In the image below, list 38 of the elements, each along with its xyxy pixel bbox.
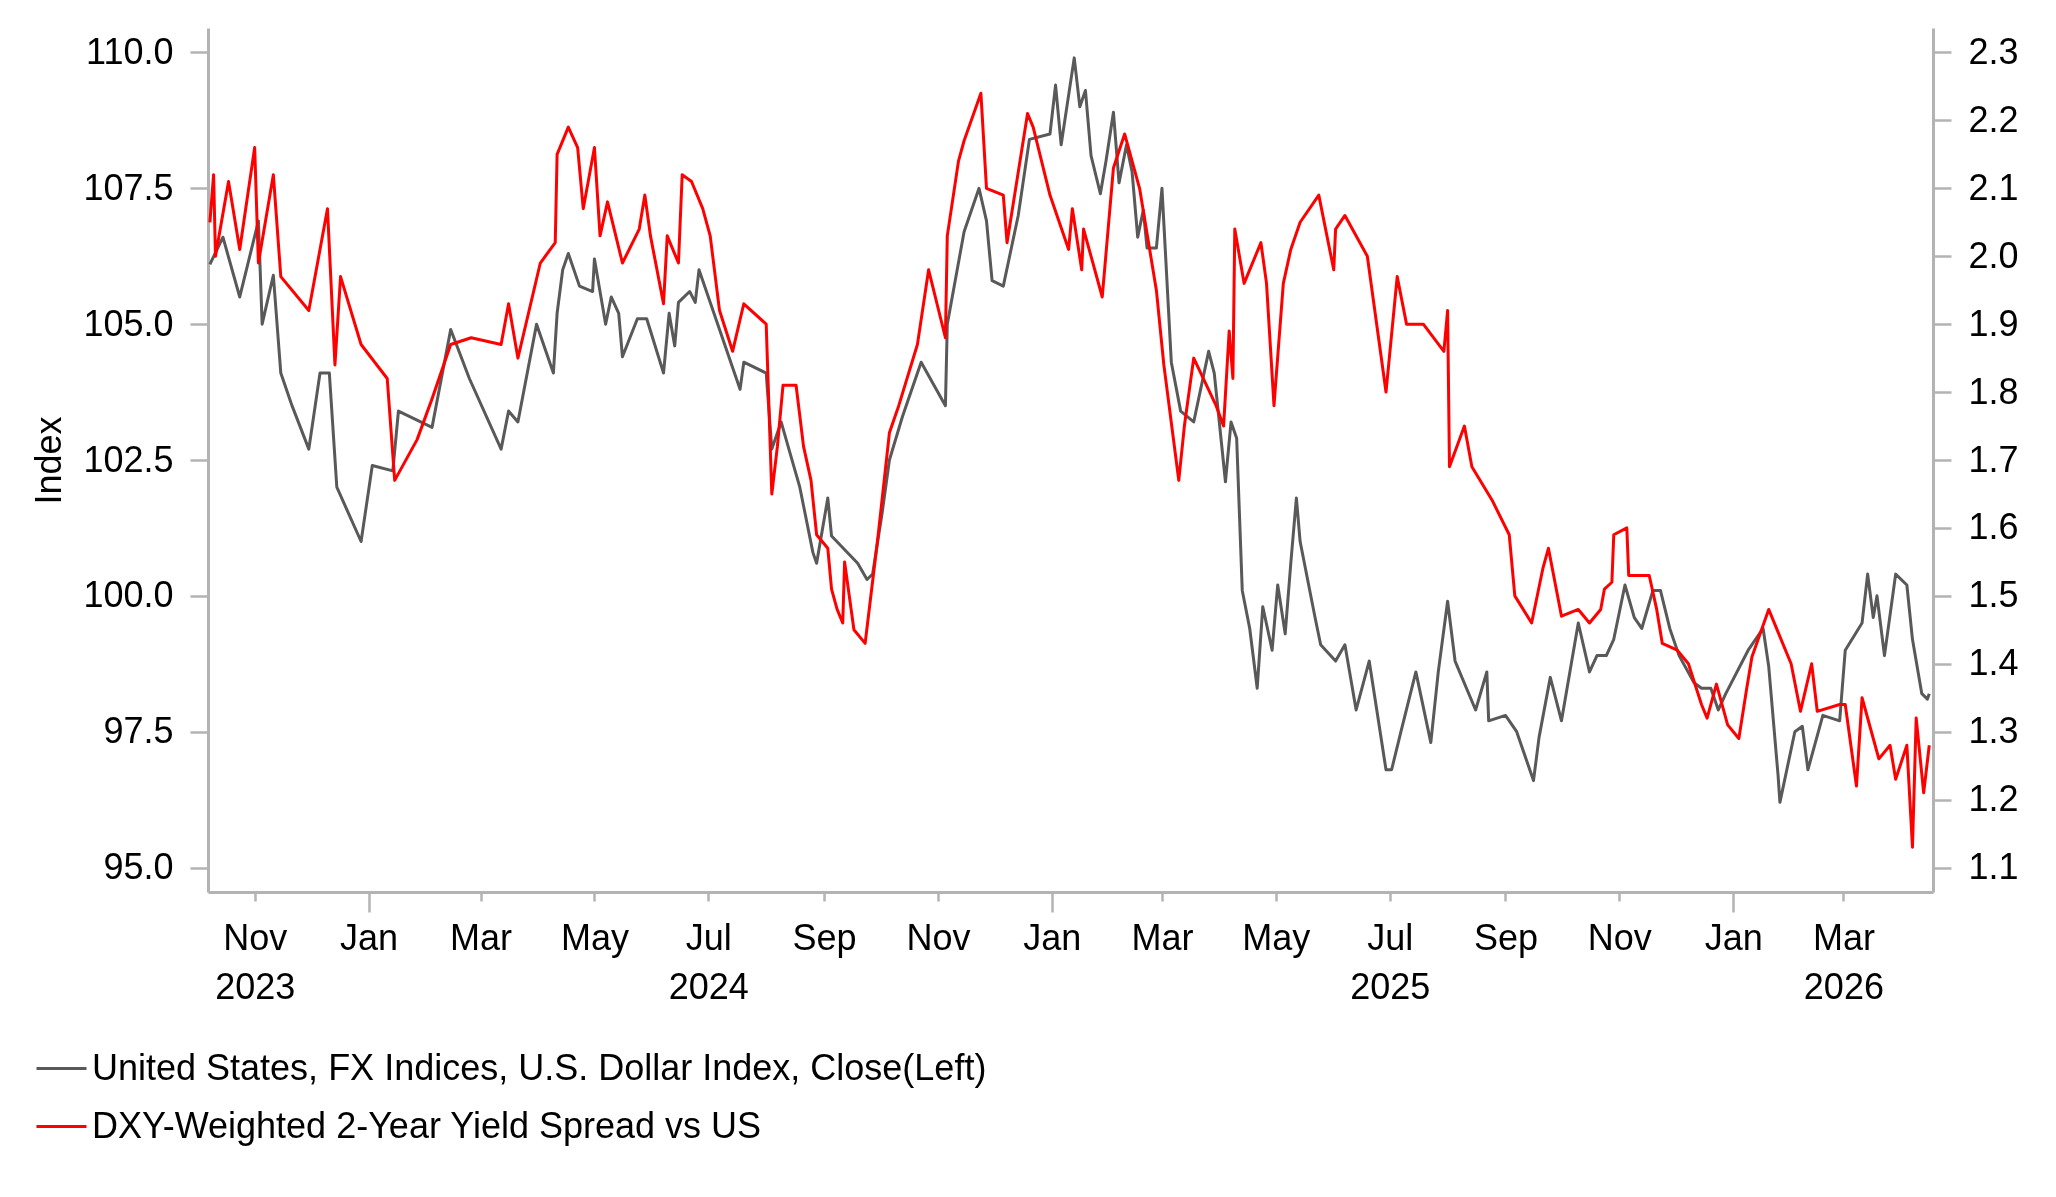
legend-label: United States, FX Indices, U.S. Dollar Index, Close(Left)	[92, 1046, 987, 1088]
legend-label: DXY-Weighted 2-Year Yield Spread vs US	[92, 1104, 762, 1146]
y2-tick-label: 2.3	[1968, 30, 2019, 72]
y-tick-label: 100.0	[83, 574, 174, 616]
x-tick-label: Mar	[1131, 916, 1194, 958]
y2-tick-label: 1.3	[1968, 710, 2019, 752]
y2-tick-label: 1.7	[1968, 438, 2019, 480]
x-tick-label: Mar 2026	[1803, 916, 1884, 1007]
y-tick-label: 105.0	[83, 302, 174, 344]
x-tick-label: Jan	[1023, 916, 1082, 958]
y-axis-title: Index	[28, 416, 70, 505]
x-tick-label: Mar	[450, 916, 513, 958]
x-tick-label: Jan	[1704, 916, 1763, 958]
x-tick-label: Sep	[792, 916, 857, 958]
y2-tick-label: 1.1	[1968, 846, 2019, 888]
y-tick-label: 110.0	[86, 30, 174, 72]
x-tick-label: Nov	[906, 916, 971, 958]
y2-tick-label: 1.6	[1968, 506, 2019, 548]
x-tick-label: Sep	[1473, 916, 1539, 958]
y-tick-label: 95.0	[103, 846, 174, 888]
y-tick-label: 97.5	[103, 710, 174, 752]
y2-tick-label: 1.8	[1968, 370, 2019, 412]
x-tick-label: Nov 2023	[215, 916, 296, 1007]
y-tick-label: 107.5	[83, 166, 174, 208]
y-tick-label: 102.5	[83, 438, 174, 480]
x-tick-label: May	[560, 916, 629, 958]
x-tick-label: Jan	[340, 916, 399, 958]
y2-tick-label: 1.5	[1968, 574, 2019, 616]
y2-tick-label: 2.2	[1968, 98, 2019, 140]
y2-tick-label: 2.1	[1968, 166, 2019, 208]
y2-tick-label: 2.0	[1968, 234, 2019, 276]
x-tick-label: Jul 2025	[1350, 916, 1431, 1007]
y2-tick-label: 1.4	[1968, 642, 2019, 684]
y2-tick-label: 1.9	[1968, 302, 2019, 344]
y2-tick-label: 1.2	[1968, 778, 2019, 820]
x-tick-label: Nov	[1587, 916, 1652, 958]
x-tick-label: Jul 2024	[668, 916, 749, 1007]
x-tick-label: May	[1242, 916, 1311, 958]
